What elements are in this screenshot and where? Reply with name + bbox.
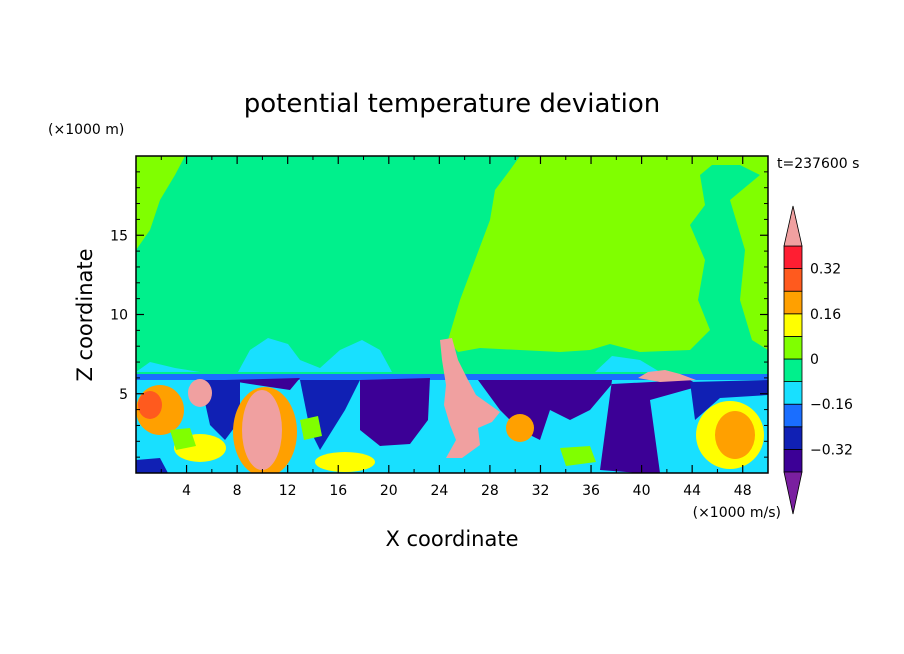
colorbar-band — [783, 268, 803, 292]
field-upper-left-patch — [136, 156, 185, 250]
contour-field — [136, 156, 768, 473]
field-warm-cell-4-core — [715, 411, 755, 459]
colorbar-label: −0.16 — [810, 397, 853, 413]
field-plume — [440, 338, 500, 458]
colorbar: 0.32 0.16 0 −0.16 −0.32 — [783, 205, 853, 515]
field-cyan-patch-2 — [136, 362, 200, 372]
colorbar-band — [783, 403, 803, 428]
colorbar-band — [783, 335, 803, 360]
colorbar-band — [783, 358, 803, 383]
chart-title: potential temperature deviation — [244, 89, 660, 119]
colorbar-label: 0.32 — [810, 262, 841, 278]
y-axis: 5 10 15 — [110, 171, 768, 458]
field-cyan-patch-1 — [238, 338, 392, 372]
x-tick-label: 44 — [683, 483, 701, 499]
x-tick-label: 28 — [481, 483, 499, 499]
x-axis: 4 8 12 16 20 24 28 32 36 40 44 48 — [160, 156, 752, 499]
x-tick-label: 24 — [430, 483, 448, 499]
colorbar-band — [783, 245, 803, 270]
y-axis-label: Z coordinate — [73, 248, 97, 381]
time-label: t=237600 s — [777, 156, 859, 172]
colorbar-label: 0 — [810, 352, 819, 368]
x-tick-label: 4 — [182, 483, 191, 499]
field-blue-ring-3 — [690, 380, 768, 420]
y-tick-label: 5 — [119, 387, 128, 403]
colorbar-band — [783, 426, 803, 450]
y-unit-label: (×1000 m) — [48, 122, 124, 138]
x-tick-label: 48 — [734, 483, 752, 499]
colorbar-band — [783, 448, 803, 473]
field-blue-ring-4 — [136, 458, 168, 473]
field-cyan-patch-3 — [595, 356, 660, 372]
colorbar-extend-min — [783, 471, 803, 515]
x-tick-label: 32 — [532, 483, 550, 499]
field-warm-cell-5 — [506, 414, 534, 442]
x-tick-label: 16 — [329, 483, 347, 499]
colorbar-label: 0.16 — [810, 307, 841, 323]
colorbar-label: −0.32 — [810, 442, 853, 458]
x-tick-label: 20 — [380, 483, 398, 499]
x-tick-label: 40 — [633, 483, 651, 499]
y-tick-label: 15 — [110, 228, 128, 244]
colorbar-band — [783, 290, 803, 315]
field-warm-cell-2-core — [138, 391, 162, 419]
x-tick-label: 12 — [279, 483, 297, 499]
x-tick-label: 8 — [233, 483, 242, 499]
field-neg-cell-3 — [225, 378, 300, 390]
colorbar-extend-max — [783, 205, 803, 247]
y-tick-label: 10 — [110, 308, 128, 324]
x-tick-label: 36 — [582, 483, 600, 499]
field-neg-cell-2 — [478, 380, 700, 473]
field-upper-right — [448, 156, 768, 352]
x-unit-label: (×1000 m/s) — [693, 505, 781, 521]
field-warm-cell-7 — [188, 379, 212, 407]
x-axis-label: X coordinate — [385, 527, 518, 551]
field-plume-top — [638, 370, 696, 382]
colorbar-band — [783, 313, 803, 337]
field-warm-cell-6 — [315, 452, 375, 472]
field-neg-cell-1 — [360, 378, 430, 446]
colorbar-band — [783, 381, 803, 405]
field-warm-cell-1-core — [242, 390, 282, 470]
